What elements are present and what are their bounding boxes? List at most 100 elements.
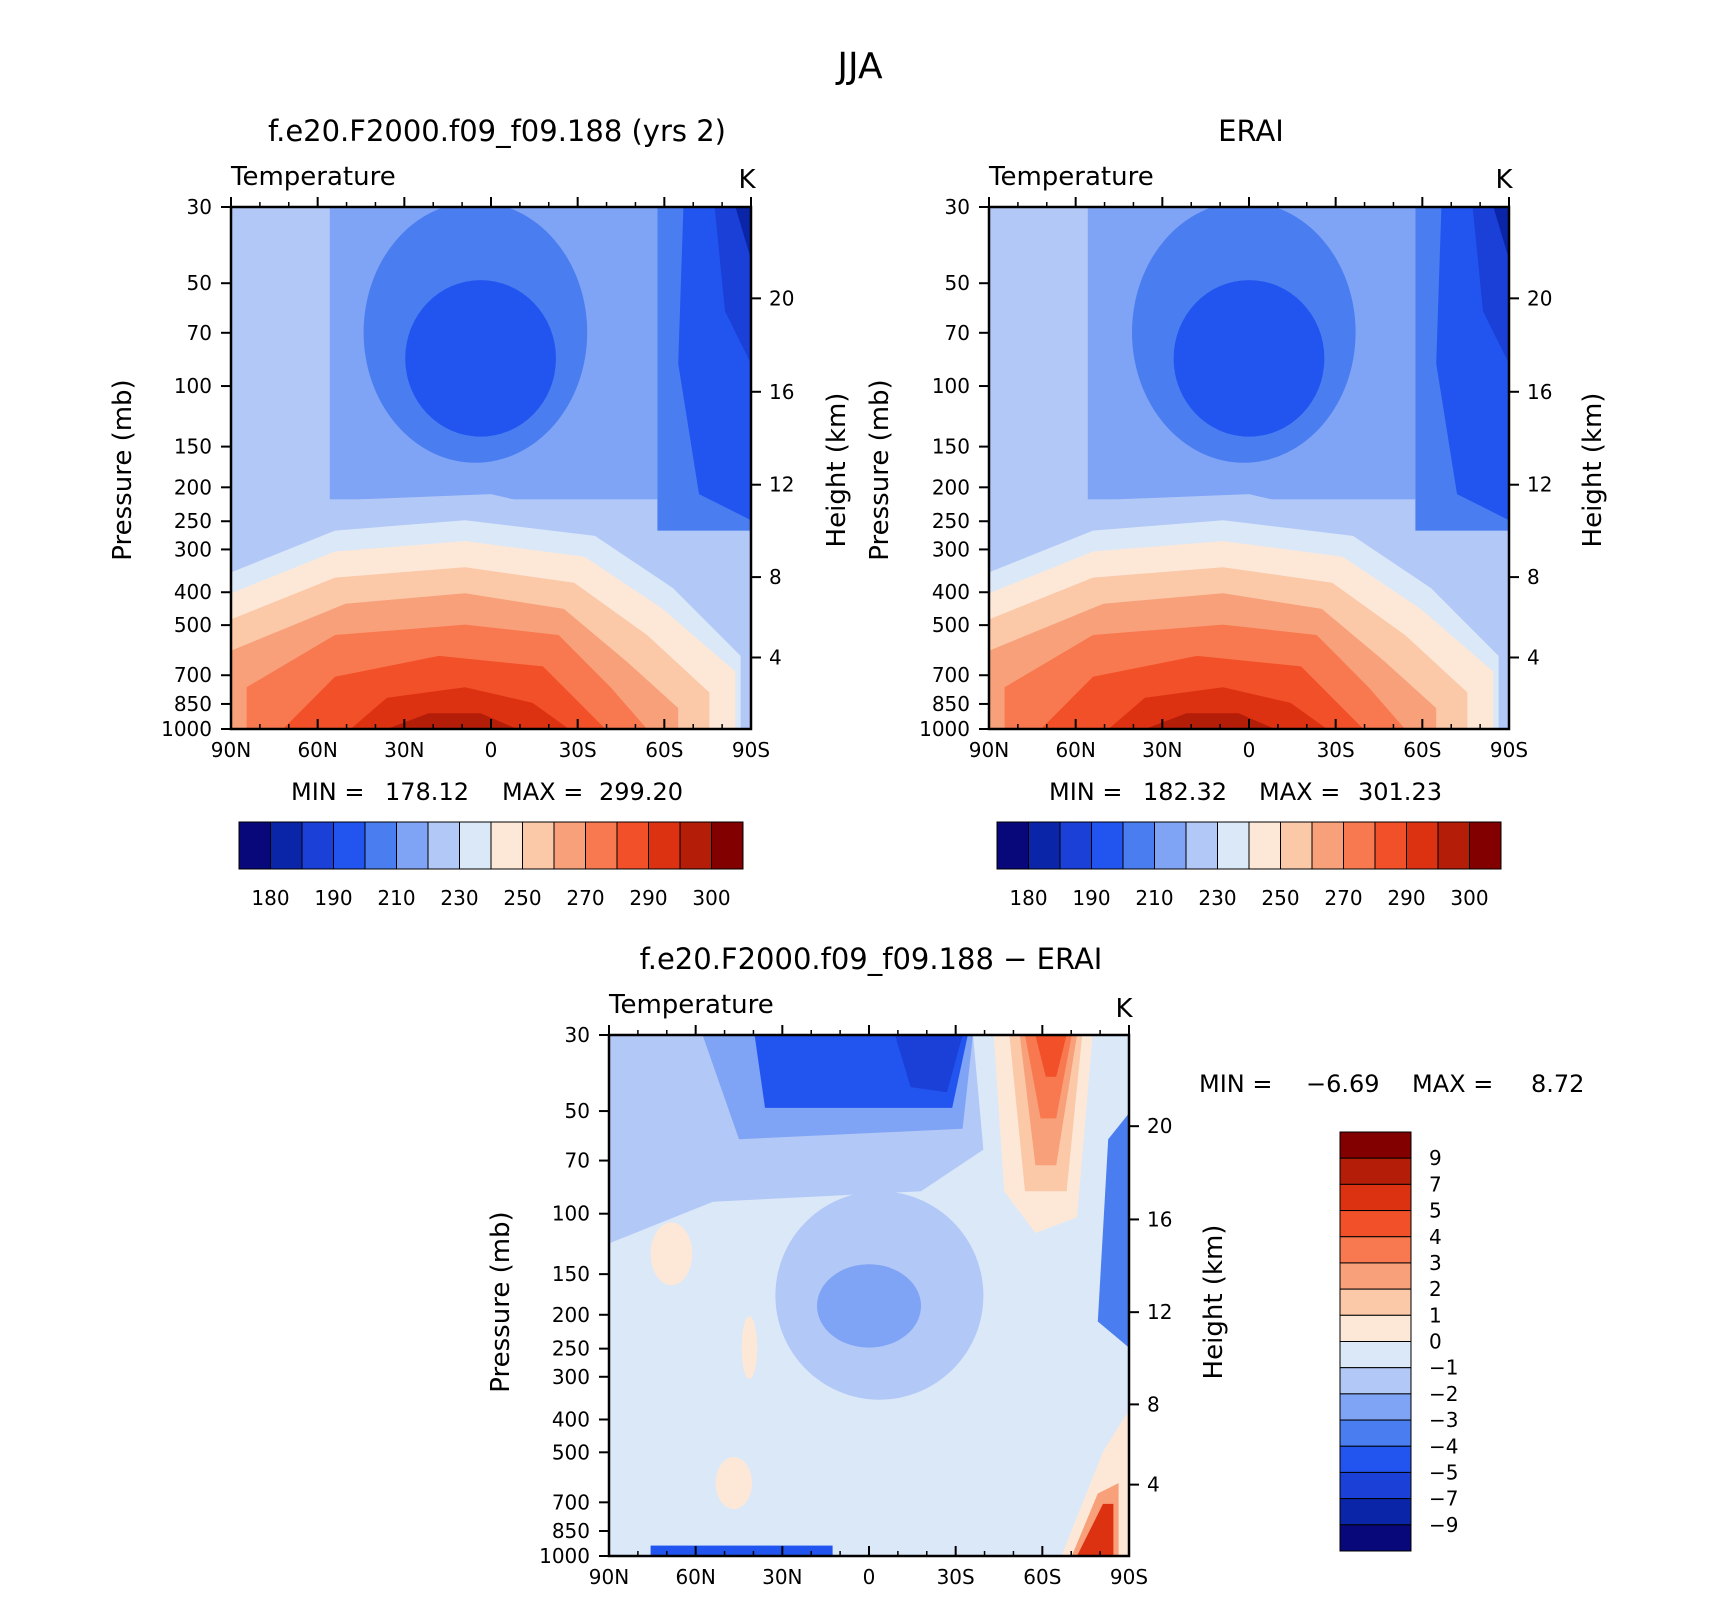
- y-tick-label: 50: [187, 271, 212, 295]
- colorbar-swatch: [490, 821, 523, 870]
- colorbar-swatch: [1028, 821, 1061, 870]
- colorbar-label: 5: [1429, 1199, 1442, 1223]
- y-tick-label: 300: [174, 537, 212, 561]
- height-tick-label: 12: [1527, 473, 1552, 497]
- panel-model-ylabel: Pressure (mb): [108, 379, 138, 560]
- panel-erai-axes: 90N 60N 30N 0 30S 60S 90S 30 50 70 100 150 200 250 300…: [919, 195, 1552, 762]
- colorbar-swatch: [364, 821, 397, 870]
- panel-diff: f.e20.F2000.f09_f09.188 − ERAI Temperatu…: [486, 942, 1584, 1589]
- height-tick-label: 16: [1147, 1207, 1172, 1231]
- panel-model-colorbar: 180 190 210 230 250 270 290 300: [238, 821, 744, 910]
- panel-diff-ylabel: Pressure (mb): [486, 1211, 516, 1392]
- colorbar-swatch: [427, 821, 460, 870]
- colorbar-label: −7: [1429, 1487, 1458, 1511]
- colorbar-swatch: [1469, 821, 1502, 870]
- contour-south-pole-175: [1493, 207, 1509, 260]
- x-tick-label: 90N: [969, 738, 1009, 762]
- colorbar-label: 7: [1429, 1172, 1442, 1196]
- height-tick-label: 8: [1147, 1392, 1160, 1416]
- y-tick-label: 500: [932, 613, 970, 637]
- colorbar-swatch: [1311, 821, 1344, 870]
- colorbar-label: 300: [1450, 886, 1488, 910]
- colorbar-swatch: [238, 821, 271, 870]
- y-tick-label: 100: [552, 1202, 590, 1226]
- contour-295: [1108, 687, 1327, 729]
- panel-erai-title: ERAI: [1218, 114, 1284, 148]
- y-tick-label: 50: [565, 1099, 590, 1123]
- y-tick-label: 500: [174, 613, 212, 637]
- y-tick-label: 150: [932, 435, 970, 459]
- panel-model-units: K: [738, 165, 756, 195]
- colorbar-label: 290: [629, 886, 667, 910]
- height-tick-label: 20: [1147, 1114, 1172, 1138]
- x-tick-label: 90S: [1110, 1565, 1148, 1589]
- y-tick-label: 400: [174, 580, 212, 604]
- panel-model-axes: 90N 60N 30N 0 30S 60S 90S 30 50 70 100 150 200 250 300…: [161, 195, 794, 762]
- contour-cold-core-190: [405, 280, 556, 437]
- colorbar-label: 210: [377, 886, 415, 910]
- colorbar-label: −9: [1429, 1513, 1458, 1537]
- y-tick-label: 70: [565, 1149, 590, 1173]
- height-tick-label: 8: [769, 565, 782, 589]
- y-tick-label: 850: [932, 692, 970, 716]
- y-tick-label: 850: [552, 1519, 590, 1543]
- colorbar-label: 210: [1135, 886, 1173, 910]
- height-tick-label: 4: [1147, 1473, 1160, 1497]
- x-tick-label: 60N: [675, 1565, 715, 1589]
- colorbar-label: 290: [1387, 886, 1425, 910]
- panel-erai-left-label: Temperature: [988, 162, 1154, 192]
- x-tick-label: 0: [485, 738, 498, 762]
- colorbar-swatch: [1339, 1157, 1412, 1185]
- colorbar-swatch: [1339, 1445, 1412, 1473]
- colorbar-label: −3: [1429, 1408, 1458, 1432]
- y-tick-label: 100: [932, 374, 970, 398]
- colorbar-label: 270: [1324, 886, 1362, 910]
- colorbar-label: 250: [1261, 886, 1299, 910]
- y-tick-label: 400: [932, 580, 970, 604]
- height-tick-label: 20: [1527, 286, 1552, 310]
- colorbar-swatch: [1185, 821, 1218, 870]
- colorbar-swatch: [333, 821, 366, 870]
- contour-300: [1145, 713, 1275, 729]
- colorbar-label: 230: [440, 886, 478, 910]
- colorbar-swatch: [679, 821, 712, 870]
- panel-model-ylabel2: Height (km): [822, 393, 852, 548]
- panel-erai-min-label: MIN =: [1049, 778, 1122, 806]
- y-tick-label: 200: [552, 1303, 590, 1327]
- y-tick-label: 300: [932, 537, 970, 561]
- colorbar-swatch: [711, 821, 744, 870]
- height-tick-label: 16: [1527, 380, 1552, 404]
- colorbar-swatch: [1339, 1367, 1412, 1395]
- colorbar-label: −1: [1429, 1356, 1458, 1380]
- y-tick-label: 200: [932, 475, 970, 499]
- x-tick-label: 90S: [732, 738, 770, 762]
- panel-erai-colorbar: 180 190 210 230 250 270 290 300: [996, 821, 1502, 910]
- colorbar-label: 0: [1429, 1330, 1442, 1354]
- colorbar-swatch: [1059, 821, 1092, 870]
- colorbar-swatch: [1339, 1210, 1412, 1238]
- panel-diff-min-label: MIN =: [1199, 1070, 1272, 1098]
- colorbar-swatch: [1374, 821, 1407, 870]
- x-tick-label: 90N: [211, 738, 251, 762]
- contour-diff-surface-minus: [650, 1545, 833, 1556]
- colorbar-label: 4: [1429, 1225, 1442, 1249]
- x-tick-label: 60N: [1055, 738, 1095, 762]
- colorbar-swatch: [553, 821, 586, 870]
- colorbar-swatch: [1339, 1419, 1412, 1447]
- y-tick-label: 700: [552, 1490, 590, 1514]
- panel-model: f.e20.F2000.f09_f09.188 (yrs 2) Temperat…: [108, 114, 852, 910]
- height-tick-label: 8: [1527, 565, 1540, 589]
- y-tick-label: 250: [932, 509, 970, 533]
- panel-erai-ylabel: Pressure (mb): [865, 379, 895, 560]
- colorbar-swatch: [1339, 1471, 1412, 1500]
- colorbar-swatch: [1122, 821, 1155, 870]
- colorbar-swatch: [1154, 821, 1187, 870]
- y-tick-label: 400: [552, 1407, 590, 1431]
- colorbar-label: 190: [314, 886, 352, 910]
- y-tick-label: 250: [552, 1337, 590, 1361]
- colorbar-swatch: [1339, 1314, 1412, 1342]
- x-tick-label: 30S: [559, 738, 597, 762]
- colorbar-swatch: [1339, 1131, 1412, 1159]
